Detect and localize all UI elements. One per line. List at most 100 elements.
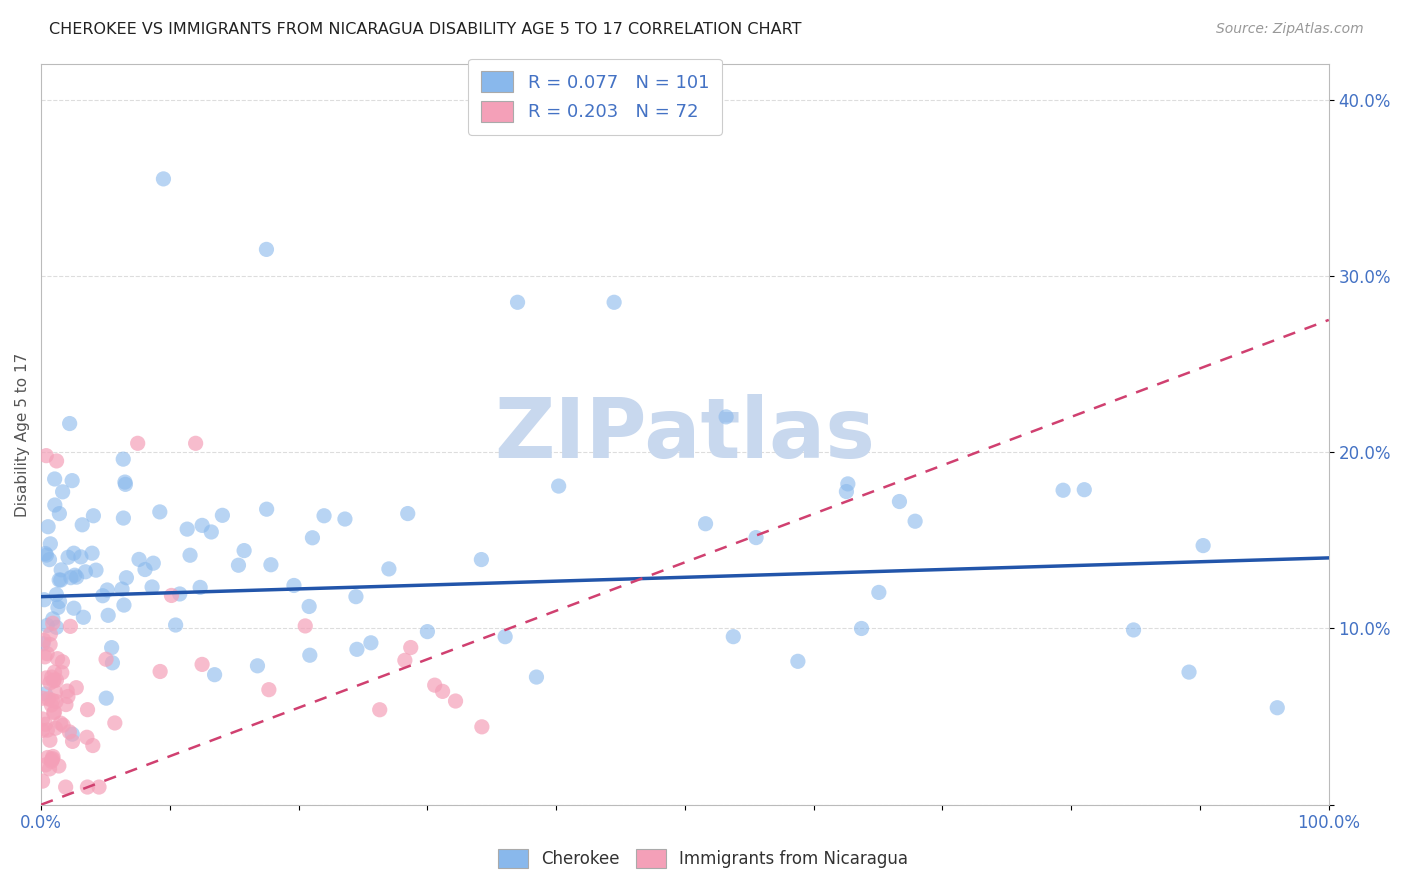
- Point: [368, 703, 391, 717]
- Point: [333, 512, 356, 526]
- Point: [44, 665, 66, 680]
- Point: [191, 657, 214, 672]
- Point: [31, 691, 53, 706]
- Point: [165, 618, 187, 632]
- Point: [39, 638, 62, 652]
- Point: [65, 570, 87, 584]
- Point: [38, 733, 60, 747]
- Point: [233, 543, 256, 558]
- Point: [228, 558, 250, 573]
- Point: [100, 640, 122, 655]
- Point: [141, 580, 163, 594]
- Point: [34, 687, 56, 701]
- Point: [786, 654, 808, 668]
- Point: [246, 658, 269, 673]
- Point: [257, 682, 280, 697]
- Point: [112, 452, 135, 467]
- Point: [695, 516, 717, 531]
- Point: [298, 599, 321, 614]
- Point: [87, 780, 110, 794]
- Point: [851, 622, 873, 636]
- Point: [31, 723, 53, 738]
- Point: [506, 295, 529, 310]
- Y-axis label: Disability Age 5 to 17: Disability Age 5 to 17: [15, 352, 30, 516]
- Point: [423, 678, 446, 692]
- Point: [35, 449, 58, 463]
- Point: [49, 716, 72, 731]
- Legend: Cherokee, Immigrants from Nicaragua: Cherokee, Immigrants from Nicaragua: [491, 842, 915, 875]
- Point: [45, 673, 67, 687]
- Point: [44, 685, 66, 699]
- Point: [48, 573, 70, 587]
- Point: [256, 243, 278, 257]
- Point: [37, 750, 59, 764]
- Point: [31, 712, 53, 726]
- Point: [1052, 483, 1074, 498]
- Point: [378, 562, 401, 576]
- Point: [70, 549, 93, 564]
- Point: [72, 610, 94, 624]
- Point: [142, 556, 165, 570]
- Point: [176, 522, 198, 536]
- Point: [56, 550, 79, 565]
- Point: [94, 652, 117, 666]
- Point: [169, 587, 191, 601]
- Point: [37, 691, 59, 706]
- Point: [55, 780, 77, 794]
- Point: [59, 417, 82, 431]
- Point: [41, 753, 63, 767]
- Point: [444, 694, 467, 708]
- Point: [399, 640, 422, 655]
- Point: [37, 519, 59, 533]
- Point: [38, 762, 60, 776]
- Point: [56, 690, 79, 704]
- Point: [70, 517, 93, 532]
- Point: [494, 630, 516, 644]
- Point: [41, 693, 63, 707]
- Point: [44, 721, 66, 735]
- Point: [76, 703, 98, 717]
- Point: [294, 619, 316, 633]
- Point: [416, 624, 439, 639]
- Point: [127, 436, 149, 450]
- Point: [41, 698, 63, 712]
- Point: [112, 598, 135, 612]
- Point: [31, 774, 53, 789]
- Point: [76, 780, 98, 794]
- Point: [37, 723, 59, 738]
- Point: [59, 619, 82, 633]
- Point: [82, 739, 104, 753]
- Point: [35, 548, 58, 562]
- Point: [44, 498, 66, 512]
- Point: [149, 505, 172, 519]
- Point: [104, 715, 127, 730]
- Point: [44, 673, 66, 687]
- Point: [55, 698, 77, 712]
- Point: [60, 727, 83, 741]
- Point: [904, 514, 927, 528]
- Point: [37, 647, 59, 661]
- Point: [34, 546, 56, 560]
- Point: [58, 725, 80, 739]
- Point: [45, 588, 67, 602]
- Point: [745, 531, 768, 545]
- Point: [38, 552, 60, 566]
- Point: [188, 581, 211, 595]
- Point: [346, 642, 368, 657]
- Point: [32, 592, 55, 607]
- Point: [868, 585, 890, 599]
- Point: [432, 684, 454, 698]
- Point: [149, 665, 172, 679]
- Point: [45, 454, 67, 468]
- Point: [204, 667, 226, 681]
- Point: [41, 755, 63, 769]
- Point: [42, 749, 65, 764]
- Point: [42, 612, 65, 626]
- Point: [35, 757, 58, 772]
- Point: [1265, 700, 1288, 714]
- Point: [63, 568, 86, 582]
- Point: [48, 594, 70, 608]
- Point: [470, 552, 492, 566]
- Point: [44, 705, 66, 719]
- Point: [301, 531, 323, 545]
